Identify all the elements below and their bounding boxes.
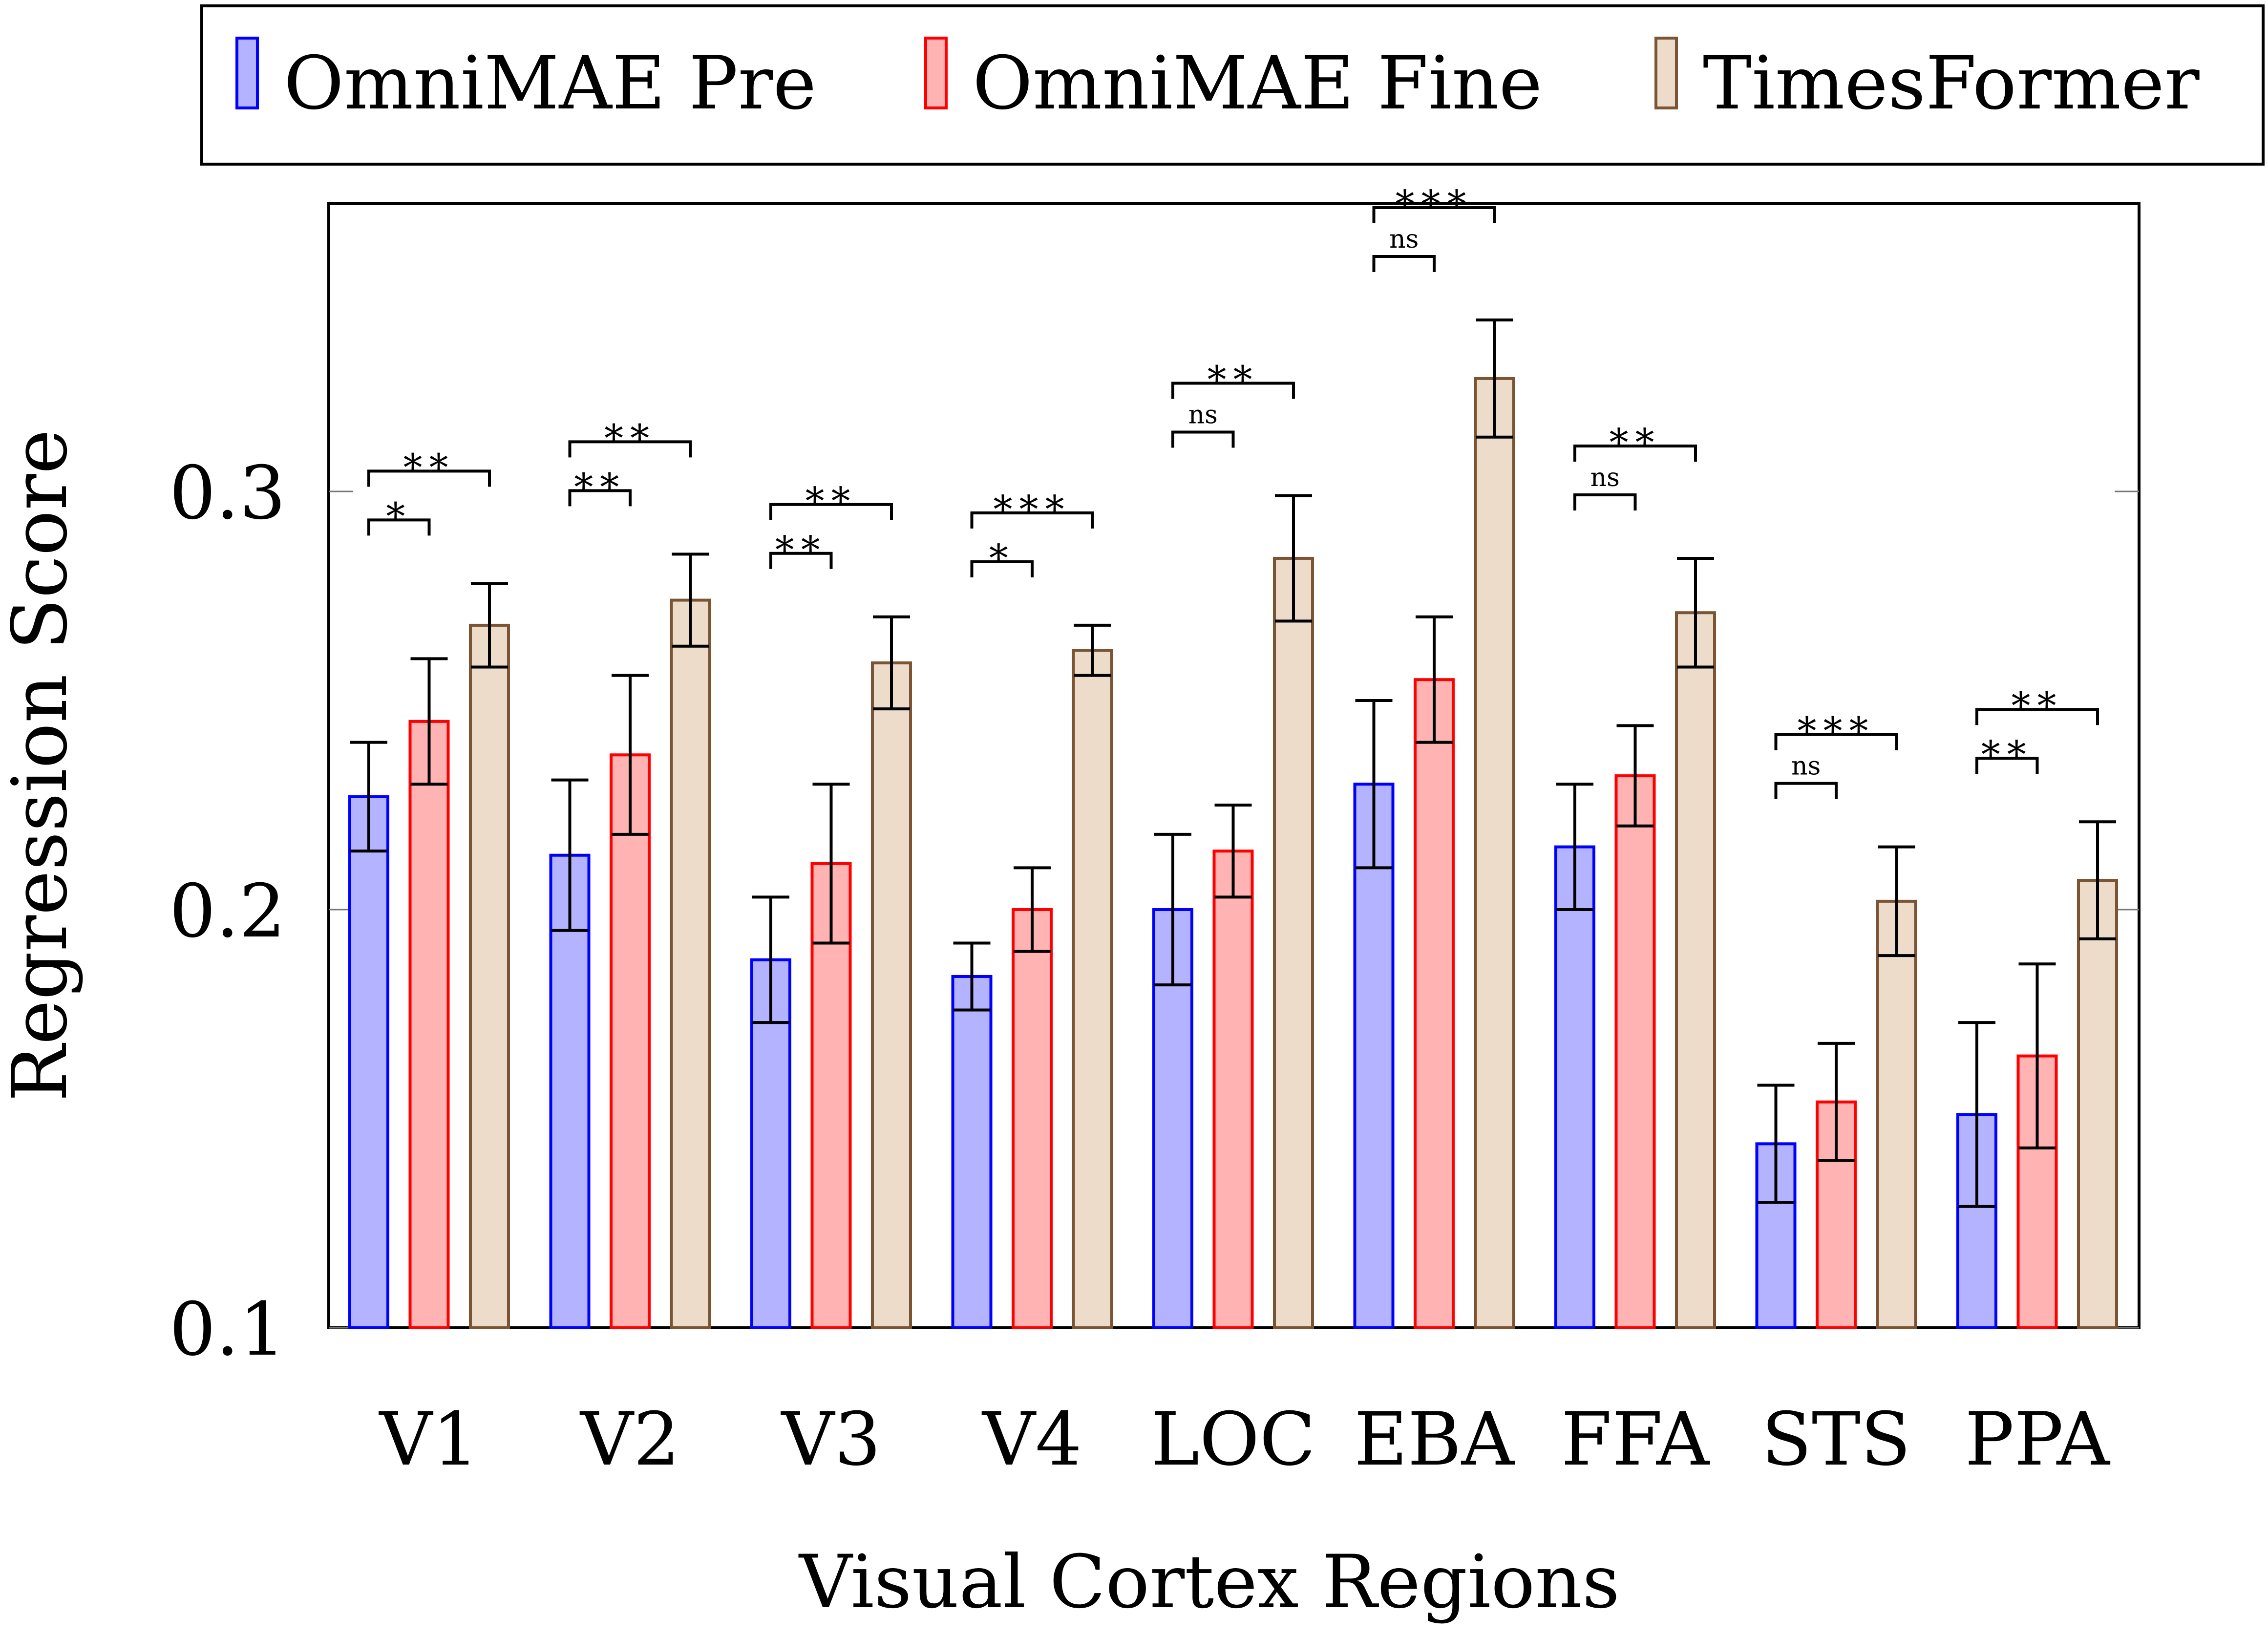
- bar: [1554, 845, 1595, 1329]
- significance-bracket: [970, 511, 1094, 529]
- x-tick-label: LOC: [1151, 1397, 1315, 1482]
- bars: [348, 377, 2118, 1330]
- significance-bracket: [1171, 382, 1295, 399]
- significance-bracket: [1774, 782, 1838, 799]
- legend-swatch: [235, 37, 259, 109]
- significance-label: **: [574, 466, 626, 510]
- significance-label: **: [2012, 684, 2063, 728]
- bar: [408, 720, 450, 1329]
- y-axis-label: Regression Score: [0, 429, 84, 1102]
- x-tick-label: FFA: [1561, 1397, 1710, 1482]
- significance-label: ns: [1791, 752, 1821, 781]
- significance-label: ns: [1389, 225, 1419, 254]
- legend-label: OmniMAE Pre: [284, 41, 816, 126]
- bar: [1414, 678, 1455, 1329]
- bar: [610, 753, 651, 1329]
- bar: [1012, 908, 1053, 1329]
- significance-label: ***: [1798, 710, 1875, 754]
- bar: [670, 598, 711, 1329]
- bar: [1072, 649, 1113, 1329]
- legend-label: OmniMAE Fine: [973, 41, 1542, 126]
- x-tick-label: V1: [379, 1397, 479, 1482]
- significance-bracket: [769, 503, 893, 520]
- legend: OmniMAE Pre OmniMAE Fine TimesFormer: [200, 4, 2265, 166]
- significance-bracket: [367, 518, 431, 536]
- x-tick-label: EBA: [1354, 1397, 1515, 1482]
- significance-label: ns: [1188, 401, 1218, 430]
- bar: [1474, 377, 1515, 1329]
- x-tick-label: PPA: [1965, 1397, 2110, 1482]
- significance-label: **: [1208, 359, 1259, 403]
- significance-bracket: [568, 440, 692, 458]
- y-tick-label: 0.2: [169, 869, 286, 954]
- significance-bracket: [769, 552, 833, 569]
- x-tick-label: V3: [781, 1397, 881, 1482]
- legend-box: [200, 4, 2265, 166]
- significance-bracket: [1573, 493, 1637, 510]
- significance-label: ***: [994, 488, 1071, 532]
- significance-bracket: [367, 469, 491, 487]
- y-tick-label: 0.3: [169, 451, 286, 536]
- significance-label: *: [989, 537, 1015, 581]
- x-axis-label: Visual Cortex Regions: [798, 1540, 1620, 1625]
- significance-label: ***: [1396, 183, 1473, 227]
- bar: [1353, 783, 1395, 1329]
- bar: [1212, 850, 1254, 1330]
- bar: [1675, 611, 1716, 1329]
- significance-label: **: [604, 417, 656, 461]
- significance-bracket: [1975, 708, 2099, 725]
- x-tick-label: V4: [981, 1397, 1082, 1482]
- significance-label: **: [1981, 733, 2033, 777]
- error-bars: [350, 319, 2116, 1208]
- bar: [2077, 879, 2118, 1329]
- significance-bracket: [1171, 430, 1235, 448]
- significance-label: **: [775, 529, 827, 573]
- bar: [951, 975, 993, 1329]
- significance-bracket: [970, 560, 1034, 577]
- significance-bracket: [1372, 255, 1436, 273]
- x-axis: V1 V2 V3 V4 LOC EBA FFA STS PPA: [379, 1397, 2111, 1482]
- significance-bracket: [1573, 444, 1697, 462]
- significance-bracket: [1975, 757, 2039, 774]
- bar: [549, 853, 591, 1329]
- y-axis: 0.1 0.2 0.3: [169, 451, 2139, 1372]
- significance-label: ns: [1590, 463, 1620, 492]
- bar: [348, 795, 389, 1329]
- bar: [1614, 774, 1656, 1329]
- significance-label: **: [1610, 421, 1661, 465]
- bar: [1273, 556, 1314, 1329]
- significance-label: **: [805, 480, 857, 524]
- legend-swatch: [1654, 37, 1678, 109]
- bar: [871, 661, 912, 1329]
- y-tick-label: 0.1: [169, 1287, 286, 1372]
- legend-label: TimesFormer: [1703, 41, 2200, 126]
- significance-label: *: [386, 495, 412, 539]
- significance-brackets: *** ************ns**ns***ns**ns*******: [367, 183, 2099, 799]
- bar: [469, 623, 510, 1329]
- significance-bracket: [1372, 206, 1496, 224]
- legend-swatch: [924, 37, 948, 109]
- significance-label: **: [403, 446, 455, 490]
- significance-bracket: [1774, 733, 1898, 750]
- bar: [1876, 899, 1917, 1329]
- significance-bracket: [568, 489, 632, 507]
- x-tick-label: V2: [579, 1397, 680, 1482]
- x-tick-label: STS: [1761, 1397, 1911, 1482]
